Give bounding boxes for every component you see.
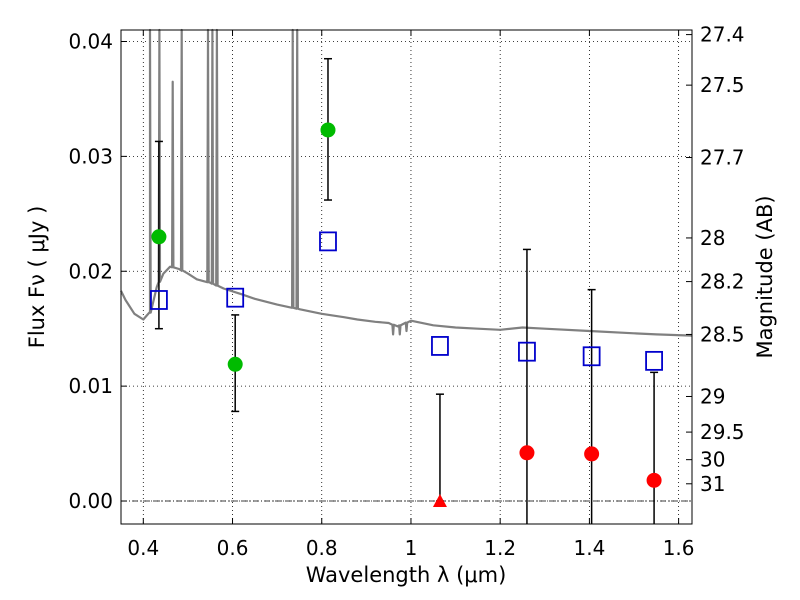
y2-tick-label: 28.2	[700, 270, 745, 294]
y-tick-label: 0.01	[68, 374, 113, 398]
grid-lines	[121, 30, 692, 524]
y2-tick-label: 29	[700, 384, 725, 408]
circle-marker	[151, 229, 167, 245]
axis-ticks	[121, 30, 692, 524]
x-tick-label: 0.6	[217, 536, 249, 560]
x-tick-label: 1	[405, 536, 418, 560]
square-marker	[319, 231, 337, 252]
square-marker	[431, 336, 449, 356]
y-tick-label: 0.03	[68, 144, 113, 168]
circle-marker	[519, 445, 535, 461]
error-bars	[154, 57, 659, 524]
x-tick-label: 1.6	[663, 536, 695, 560]
y2-axis-label: Magnitude (AB)	[753, 195, 777, 358]
x-tick-label: 1.4	[573, 536, 605, 560]
square-marker	[582, 346, 601, 367]
y-tick-label: 0.04	[68, 29, 113, 53]
y2-tick-label: 28.5	[700, 322, 745, 346]
y2-tick-label: 27.4	[700, 23, 745, 47]
x-tick-label: 0.4	[127, 536, 159, 560]
data-markers	[150, 122, 663, 508]
x-axis-label: Wavelength λ (μm)	[306, 563, 507, 587]
circle-marker	[646, 472, 662, 488]
circle-marker	[227, 356, 243, 372]
y-axis-label: Flux Fν ( μJy )	[25, 206, 49, 349]
x-tick-label: 1.2	[484, 536, 516, 560]
y-tick-labels: 0.00 0.01 0.02 0.03 0.04	[68, 29, 113, 513]
y2-tick-label: 27.5	[700, 73, 745, 97]
y2-tick-label: 30	[700, 448, 725, 472]
spectrum-line	[120, 28, 693, 337]
square-marker	[645, 350, 663, 371]
y2-tick-label: 28	[700, 226, 725, 250]
square-marker	[518, 341, 536, 362]
plot-frame	[120, 29, 693, 525]
y-tick-label: 0.00	[68, 489, 113, 513]
x-tick-labels: 0.4 0.6 0.8 1 1.2 1.4 1.6	[127, 536, 694, 560]
spectrum-path	[120, 28, 693, 337]
square-marker	[226, 287, 245, 308]
y-tick-label: 0.02	[68, 259, 113, 283]
square-marker	[150, 290, 168, 310]
x-tick-label: 0.8	[306, 536, 338, 560]
y2-tick-label: 31	[700, 472, 725, 496]
circle-marker	[584, 446, 600, 462]
triangle-marker	[432, 494, 447, 508]
circle-marker	[320, 122, 336, 138]
y2-tick-label: 27.7	[700, 146, 745, 170]
y2-tick-label: 29.5	[700, 420, 745, 444]
